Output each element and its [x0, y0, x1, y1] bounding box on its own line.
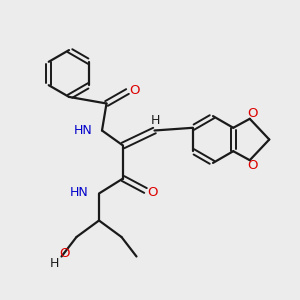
- Text: O: O: [147, 185, 157, 199]
- Text: O: O: [129, 83, 139, 97]
- Text: O: O: [248, 159, 258, 172]
- Text: HN: HN: [70, 185, 88, 199]
- Text: HN: HN: [74, 124, 92, 137]
- Text: O: O: [59, 247, 70, 260]
- Text: H: H: [151, 114, 160, 128]
- Text: O: O: [248, 107, 258, 120]
- Text: H: H: [50, 256, 60, 270]
